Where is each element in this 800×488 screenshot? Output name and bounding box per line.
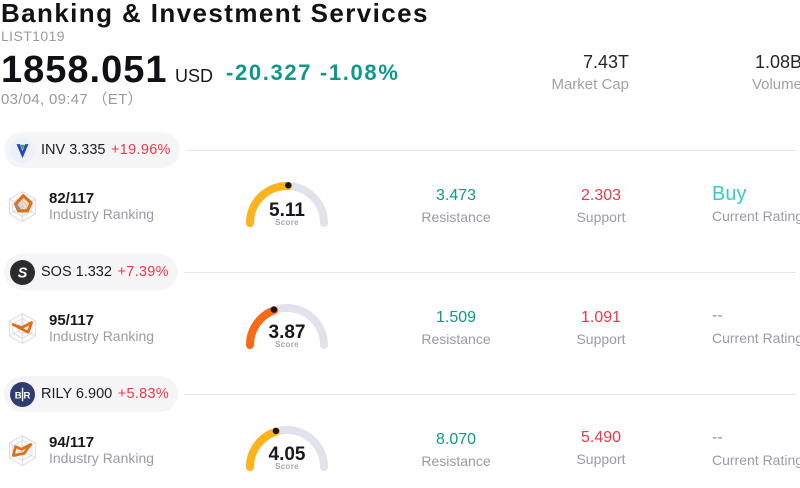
svg-text:3.87: 3.87 [269,322,306,343]
svg-text:S: S [17,265,27,281]
svg-text:5.11: 5.11 [269,200,305,221]
svg-text:Score: Score [275,462,299,471]
svg-text:Score: Score [275,218,299,227]
svg-text:Score: Score [275,340,299,349]
svg-text:R: R [23,390,30,401]
svg-text:B: B [14,390,21,401]
svg-text:4.05: 4.05 [269,444,306,465]
